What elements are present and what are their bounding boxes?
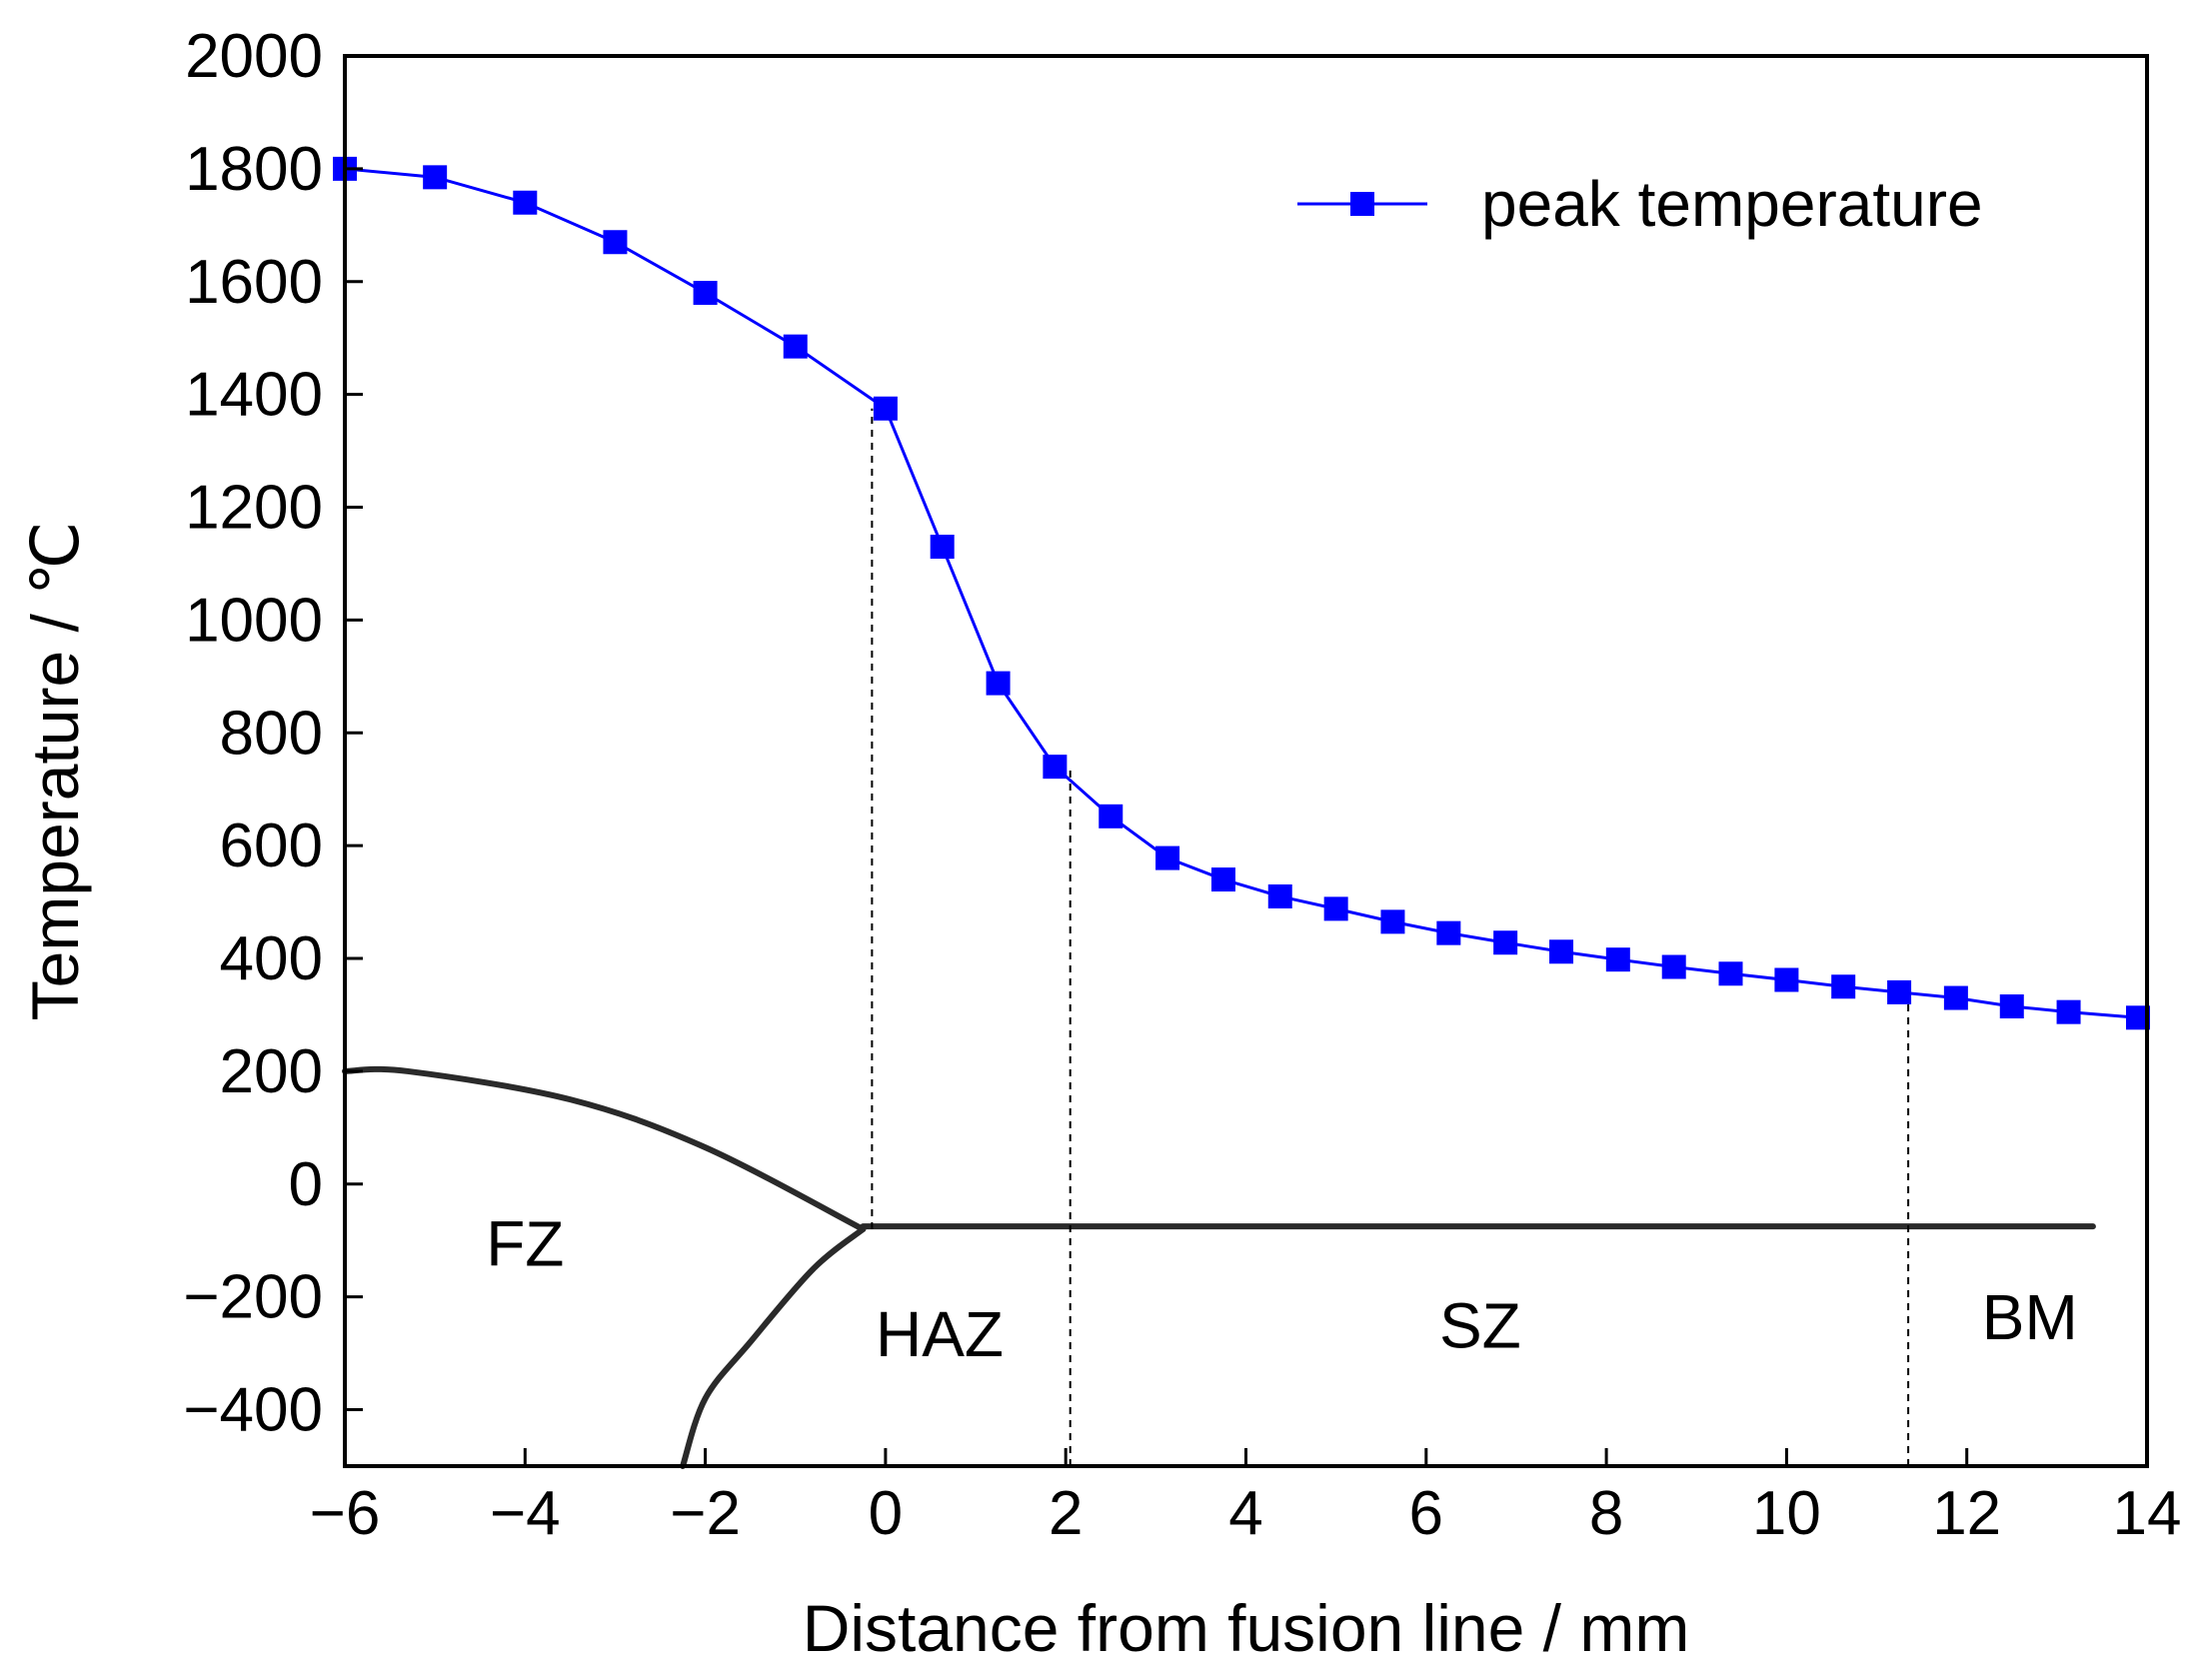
data-point xyxy=(1605,947,1630,972)
y-tick-label: 1200 xyxy=(185,474,323,543)
x-axis-title: Distance from fusion line / mm xyxy=(803,1591,1690,1665)
series-line xyxy=(344,167,2139,1019)
x-tick-label: 2 xyxy=(1049,1479,1083,1548)
y-tick-label: 400 xyxy=(220,924,323,993)
data-point xyxy=(1493,930,1518,955)
x-tick-label: 4 xyxy=(1228,1479,1262,1548)
y-tick-label: −200 xyxy=(183,1263,323,1332)
data-point xyxy=(1999,994,2024,1019)
region-annotations: FZ HAZ SZ BM xyxy=(486,1208,2078,1370)
data-point xyxy=(1267,883,1292,908)
data-point xyxy=(1099,804,1123,829)
x-tick-label: 6 xyxy=(1409,1479,1443,1548)
y-axis-ticks: −400 −200 0 200 400 600 800 1000 1200 1400 1600 180… xyxy=(183,22,363,1445)
data-point xyxy=(783,334,808,359)
region-label-fz: FZ xyxy=(486,1208,564,1280)
reference-lines xyxy=(871,408,1910,1466)
data-point xyxy=(1043,755,1068,780)
x-axis-ticks: −6 −4 −2 0 2 4 6 8 10 12 14 xyxy=(310,1448,2182,1548)
region-label-haz: HAZ xyxy=(876,1298,1004,1370)
legend: peak temperature xyxy=(1297,168,1983,240)
data-point xyxy=(930,535,955,560)
series-layer xyxy=(333,156,2150,1030)
data-point xyxy=(1155,845,1180,870)
data-point xyxy=(513,190,538,215)
y-tick-label: 0 xyxy=(289,1150,323,1219)
x-tick-label: −2 xyxy=(670,1479,741,1548)
data-point xyxy=(2056,999,2081,1024)
data-point xyxy=(603,230,628,255)
data-point xyxy=(1831,974,1856,999)
x-tick-label: 0 xyxy=(869,1479,903,1548)
y-tick-label: 600 xyxy=(220,812,323,880)
data-point xyxy=(1887,979,1912,1004)
data-point xyxy=(986,671,1011,696)
y-tick-label: −400 xyxy=(183,1376,323,1445)
data-point xyxy=(693,281,718,306)
y-tick-label: 1400 xyxy=(185,361,323,430)
region-label-bm: BM xyxy=(1982,1281,2078,1353)
x-tick-label: 10 xyxy=(1752,1479,1821,1548)
data-point xyxy=(1549,939,1574,964)
boundary-layer xyxy=(342,1065,2096,1469)
data-point xyxy=(1380,909,1405,934)
data-point xyxy=(1943,985,1968,1010)
data-point xyxy=(1718,961,1743,986)
x-tick-label: 12 xyxy=(1932,1479,2001,1548)
y-tick-label: 2000 xyxy=(185,22,323,91)
y-tick-label: 1000 xyxy=(185,586,323,655)
region-label-sz: SZ xyxy=(1439,1289,1521,1361)
x-tick-label: −6 xyxy=(310,1479,381,1548)
data-point xyxy=(1436,920,1461,945)
legend-label: peak temperature xyxy=(1481,168,1983,240)
y-axis-title: Temperature / ℃ xyxy=(18,522,92,1021)
data-point xyxy=(1774,967,1799,992)
data-point xyxy=(1323,896,1348,921)
data-point xyxy=(1661,954,1686,979)
x-tick-label: −4 xyxy=(490,1479,561,1548)
legend-marker xyxy=(1350,192,1374,216)
data-point xyxy=(423,165,448,190)
plot-area-frame xyxy=(343,54,2149,1468)
y-tick-label: 1800 xyxy=(185,135,323,204)
data-point xyxy=(873,396,898,421)
x-tick-label: 8 xyxy=(1589,1479,1623,1548)
y-tick-label: 800 xyxy=(220,699,323,768)
fusion-boundary-upper xyxy=(342,1065,867,1232)
y-tick-label: 1600 xyxy=(185,248,323,317)
data-point xyxy=(1210,867,1235,892)
fusion-boundary-lower xyxy=(680,1225,867,1469)
x-tick-label: 14 xyxy=(2113,1479,2182,1548)
y-tick-label: 200 xyxy=(220,1037,323,1106)
